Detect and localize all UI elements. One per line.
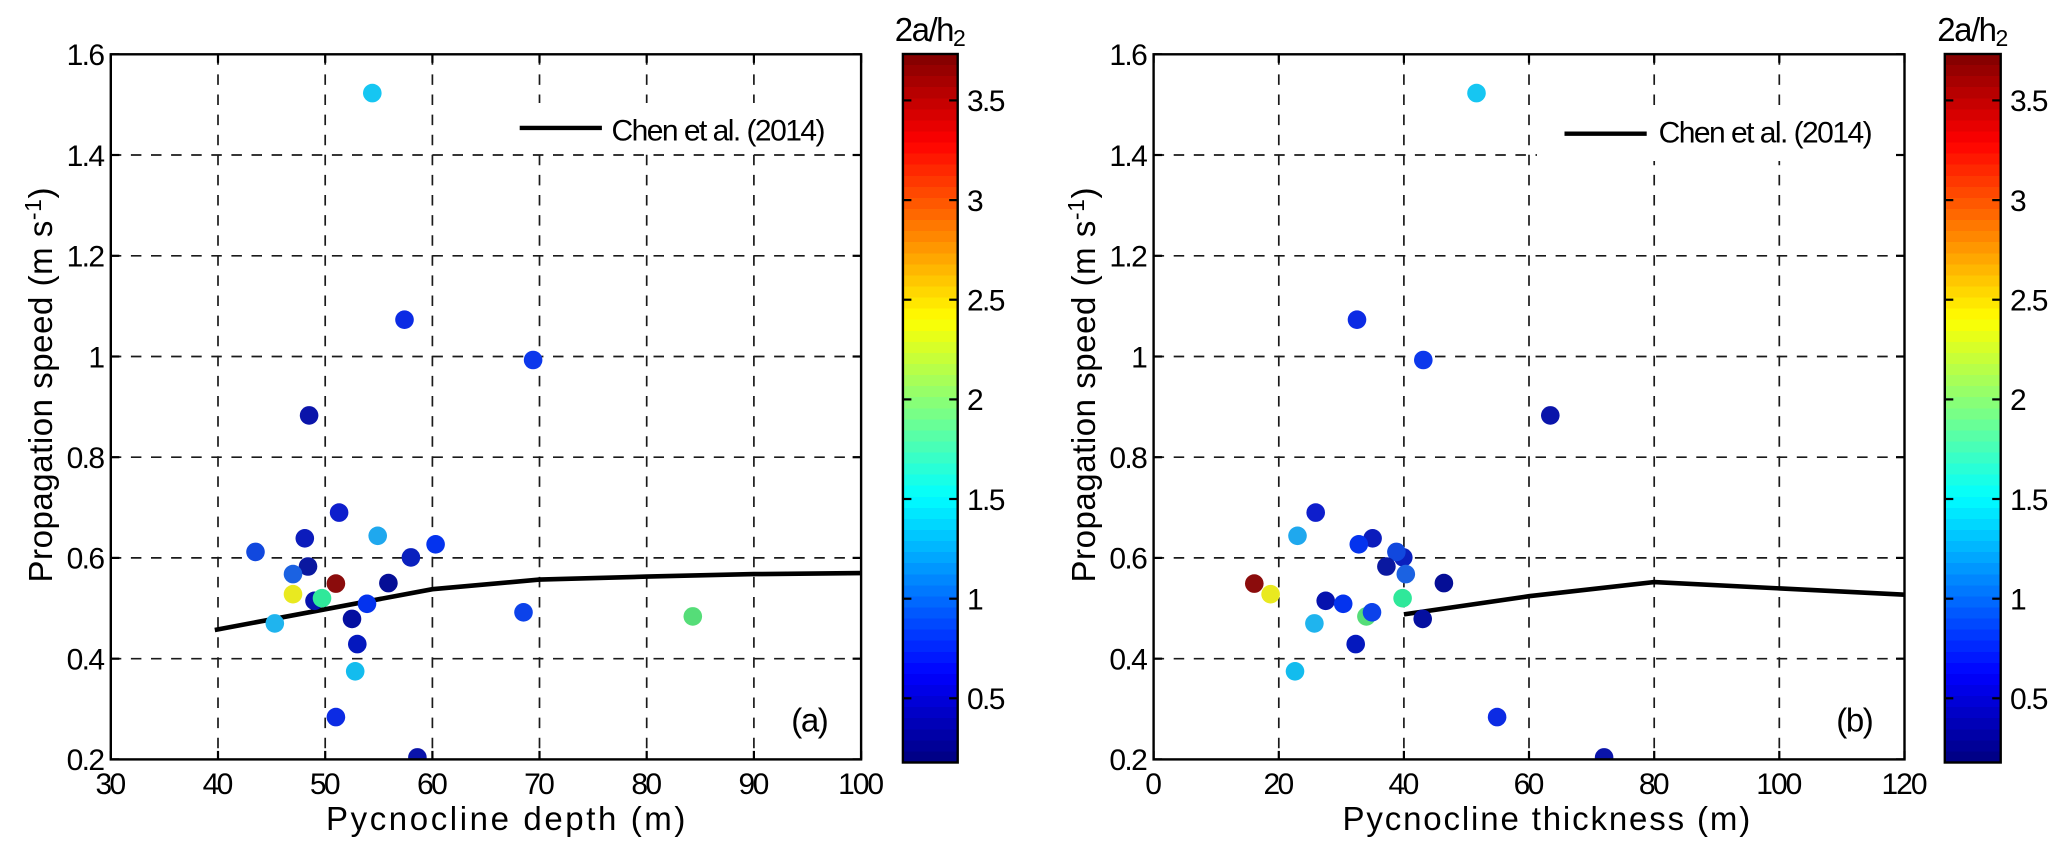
svg-text:1.2: 1.2	[67, 241, 105, 274]
svg-text:0.6: 0.6	[1109, 543, 1147, 576]
svg-text:1.6: 1.6	[67, 39, 105, 72]
svg-text:0.2: 0.2	[1109, 744, 1147, 777]
svg-text:1: 1	[2010, 584, 2027, 617]
svg-text:1.6: 1.6	[1109, 39, 1147, 72]
svg-text:1.4: 1.4	[1109, 140, 1147, 173]
svg-text:3.5: 3.5	[2010, 85, 2048, 118]
svg-text:3.5: 3.5	[967, 85, 1005, 118]
svg-text:0: 0	[1145, 768, 1162, 801]
svg-text:Propagation speed (m s-1): Propagation speed (m s-1)	[1063, 188, 1102, 583]
svg-text:Pycnocline depth (m): Pycnocline depth (m)	[326, 800, 685, 837]
svg-text:1.4: 1.4	[67, 140, 105, 173]
svg-text:70: 70	[524, 768, 555, 801]
svg-text:2: 2	[967, 384, 984, 417]
svg-text:0.2: 0.2	[67, 744, 105, 777]
svg-text:90: 90	[739, 768, 770, 801]
svg-text:1.5: 1.5	[967, 484, 1005, 517]
svg-text:50: 50	[310, 768, 341, 801]
svg-text:1: 1	[1131, 341, 1148, 374]
svg-text:1: 1	[967, 584, 984, 617]
svg-text:0.5: 0.5	[2010, 683, 2048, 716]
svg-text:3: 3	[967, 185, 984, 218]
svg-text:0.8: 0.8	[67, 442, 105, 475]
svg-text:(b): (b)	[1836, 702, 1874, 739]
svg-text:2a/h2: 2a/h2	[895, 11, 966, 51]
svg-text:1.5: 1.5	[2010, 484, 2048, 517]
svg-text:60: 60	[417, 768, 448, 801]
svg-text:3: 3	[2010, 185, 2027, 218]
svg-text:20: 20	[1263, 768, 1294, 801]
svg-text:40: 40	[203, 768, 234, 801]
svg-text:100: 100	[838, 768, 884, 801]
svg-text:30: 30	[95, 768, 126, 801]
svg-text:120: 120	[1882, 768, 1928, 801]
svg-text:Propagation speed (m s-1): Propagation speed (m s-1)	[20, 188, 59, 583]
svg-text:80: 80	[1639, 768, 1670, 801]
svg-text:100: 100	[1756, 768, 1802, 801]
svg-text:0.6: 0.6	[67, 543, 105, 576]
svg-text:2.5: 2.5	[967, 285, 1005, 318]
svg-text:Chen et al. (2014): Chen et al. (2014)	[612, 115, 826, 148]
svg-text:80: 80	[631, 768, 662, 801]
svg-text:1: 1	[88, 341, 105, 374]
svg-text:60: 60	[1514, 768, 1545, 801]
svg-text:0.8: 0.8	[1109, 442, 1147, 475]
svg-text:2.5: 2.5	[2010, 285, 2048, 318]
svg-text:Chen et al. (2014): Chen et al. (2014)	[1659, 117, 1873, 150]
svg-text:40: 40	[1389, 768, 1420, 801]
svg-text:1.2: 1.2	[1109, 241, 1147, 274]
svg-text:0.5: 0.5	[967, 683, 1005, 716]
svg-text:2: 2	[2010, 384, 2027, 417]
svg-text:0.4: 0.4	[67, 644, 105, 677]
svg-text:Pycnocline thickness (m): Pycnocline thickness (m)	[1343, 800, 1751, 837]
svg-text:(a): (a)	[791, 702, 829, 739]
svg-text:2a/h2: 2a/h2	[1937, 11, 2008, 51]
svg-text:0.4: 0.4	[1109, 644, 1147, 677]
